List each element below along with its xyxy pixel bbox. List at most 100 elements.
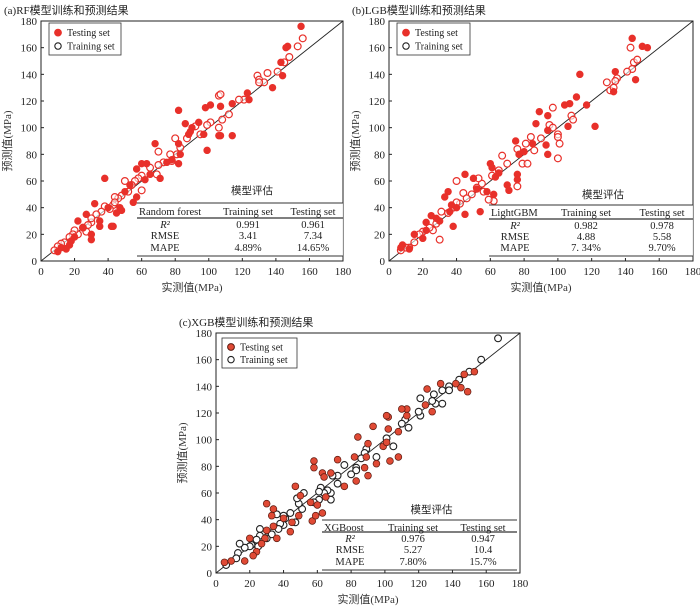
table-cell-testing: 15.7% (469, 557, 496, 568)
table-cell-training: 7.80% (399, 557, 426, 568)
training-point (414, 407, 423, 416)
y-tick-label: 80 (26, 149, 38, 161)
testing-point (101, 174, 109, 183)
testing-point (174, 139, 183, 148)
testing-point (141, 175, 149, 184)
testing-point (609, 87, 618, 96)
testing-point (228, 131, 236, 140)
training-point (404, 423, 413, 432)
testing-point (564, 122, 572, 131)
x-tick-label: 80 (519, 266, 531, 278)
training-point (438, 386, 447, 395)
y-tick-label: 100 (369, 123, 386, 135)
testing-point (262, 499, 271, 508)
x-tick-label: 40 (451, 266, 463, 278)
testing-point (174, 159, 183, 168)
training-point (235, 539, 244, 548)
testing-point (67, 237, 75, 245)
panel-2: (c)XGB模型训练和预测结果 00 20 20 40 40 60 60 80 80 100 100 1… (176, 315, 529, 606)
chart-title: (a)RF模型训练和预测结果 (4, 3, 129, 17)
testing-point (278, 71, 287, 80)
table-header-testing: Testing set (290, 207, 335, 218)
y-tick-label: 160 (196, 355, 213, 367)
testing-point (151, 139, 159, 148)
table-cell-testing: 0.978 (650, 221, 674, 232)
x-tick-label: 120 (234, 266, 251, 278)
y-tick-label: 0 (380, 256, 386, 268)
testing-point (216, 102, 225, 111)
legend-marker-testing (54, 28, 62, 37)
testing-point (490, 190, 498, 199)
testing-point (96, 222, 104, 231)
testing-point (306, 498, 315, 507)
training-point (503, 159, 512, 168)
training-point (623, 67, 632, 76)
testing-point (457, 383, 465, 392)
testing-point (460, 370, 469, 379)
testing-point (240, 557, 249, 565)
training-point (498, 151, 507, 160)
testing-point (528, 139, 537, 148)
training-point (523, 159, 532, 168)
testing-point (628, 34, 636, 43)
training-point (87, 214, 96, 223)
training-point (467, 190, 476, 199)
training-point (602, 78, 611, 87)
table-header-testing: Testing set (460, 523, 505, 534)
testing-point (132, 193, 141, 201)
training-point (513, 182, 522, 191)
chart-title: (c)XGB模型训练和预测结果 (179, 315, 313, 329)
testing-point (243, 89, 252, 97)
testing-point (643, 43, 652, 52)
testing-point (432, 214, 440, 223)
plot-frame (40, 20, 344, 262)
testing-point (382, 438, 391, 447)
table-cell-testing: 0.947 (471, 534, 495, 545)
training-point (92, 210, 101, 219)
training-point (298, 34, 307, 43)
y-axis-label: 预测值(MPa) (1, 110, 14, 171)
x-tick-label: 100 (377, 578, 394, 590)
testing-point (423, 385, 431, 393)
testing-point (461, 170, 469, 179)
testing-point (469, 174, 478, 183)
testing-point (109, 222, 117, 231)
testing-point (322, 493, 330, 501)
testing-point (296, 491, 305, 500)
panel-1: (b)LGB模型训练和预测结果 00 20 20 40 40 60 60 80 80 100 100 1… (349, 3, 700, 294)
table-cell-testing: 10.4 (474, 545, 493, 556)
training-point (555, 139, 564, 148)
training-point (120, 177, 129, 186)
testing-point (405, 245, 413, 253)
y-tick-label: 80 (201, 461, 213, 473)
y-tick-label: 160 (21, 43, 38, 55)
x-tick-label: 160 (478, 578, 495, 590)
testing-point (470, 367, 479, 376)
y-tick-label: 20 (374, 229, 386, 241)
y-tick-label: 80 (374, 149, 386, 161)
testing-point (483, 187, 491, 196)
x-axis-label: 实测值(MPa) (510, 280, 571, 294)
table-header-testing: Testing set (639, 208, 684, 219)
y-tick-label: 140 (369, 69, 386, 81)
training-point (137, 186, 146, 195)
x-axis-label: 实测值(MPa) (337, 592, 398, 606)
legend-box (48, 22, 122, 56)
testing-point (146, 170, 154, 179)
testing-point (156, 174, 164, 183)
y-tick-label: 40 (201, 515, 213, 527)
training-point (438, 399, 447, 408)
testing-point (340, 482, 349, 491)
y-tick-label: 0 (32, 256, 38, 268)
testing-point (57, 243, 65, 252)
training-point (626, 43, 635, 52)
testing-point (436, 379, 445, 388)
x-tick-label: 180 (335, 266, 352, 278)
testing-point (544, 111, 552, 120)
testing-point (227, 557, 235, 565)
testing-point (360, 463, 369, 472)
x-tick-label: 180 (685, 266, 700, 278)
training-point (347, 470, 356, 479)
